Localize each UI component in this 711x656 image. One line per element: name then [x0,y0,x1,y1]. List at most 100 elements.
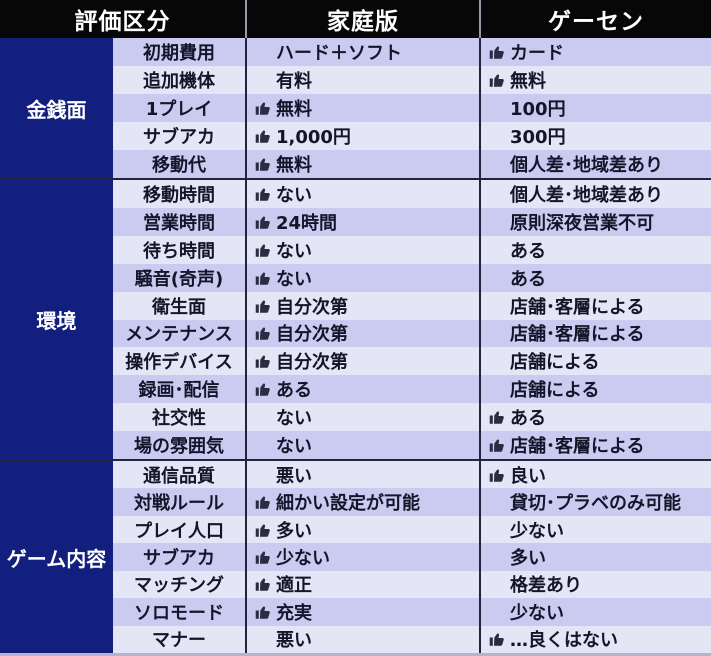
row-label: 初期費用 [143,43,215,64]
section-game-content: ゲーム内容 通信品質 悪い 良い 対戦ルール 細かい設定が可能 [0,459,711,653]
value-cell-arcade: 店舗･客層による [479,319,711,348]
value-cell-arcade: ある [479,263,711,292]
thumbs-up-icon [485,629,508,649]
value-text: 適正 [276,575,312,597]
value-text: 24時間 [276,212,338,234]
table-row: 移動時間 ない 個人差･地域差あり [113,180,711,208]
thumbs-up-icon [485,465,508,485]
value-cell-arcade: 少ない [479,598,711,626]
header-cell-arcade: ゲーセン [479,0,711,38]
thumbs-up-icon [251,212,274,232]
value-text: 悪い [276,630,312,652]
value-cell-home: 24時間 [245,207,479,236]
value-cell-home: 1,000円 [245,122,479,150]
row-label: 録画･配信 [138,380,220,402]
value-text: 個人差･地域差あり [510,155,663,176]
value-text: …良くはない [510,630,618,652]
value-cell-arcade: 店舗による [479,375,711,404]
row-label: 騒音(奇声) [134,268,224,290]
thumbs-up-icon [251,323,274,343]
table-row: 営業時間 24時間 原則深夜営業不可 [113,207,711,236]
value-text: 有料 [276,71,312,92]
value-cell-home: 無料 [245,150,479,178]
row-label: サブアカ [143,547,215,569]
table-row: プレイ人口 多い 少ない [113,515,711,544]
header-cell-home: 家庭版 [245,0,479,38]
value-text: 自分次第 [276,324,348,346]
value-text: ない [276,408,312,430]
value-cell-arcade: 100円 [479,94,711,122]
thumbs-up-icon [251,98,274,118]
row-label: 対戦ルール [134,493,224,515]
value-cell-arcade: カード [479,38,711,66]
value-text: 無料 [510,71,546,92]
thumbs-up-icon [485,42,508,62]
row-label: 追加機体 [143,71,215,92]
thumbs-up-icon [485,70,508,90]
value-cell-arcade: 個人差･地域差あり [479,150,711,178]
value-text: 自分次第 [276,352,348,374]
value-cell-arcade: 300円 [479,122,711,150]
value-text: ある [510,408,546,430]
row-label: 待ち時間 [143,240,215,262]
value-cell-home: ない [245,235,479,264]
value-text: 多い [510,547,546,569]
row-label: 場の雰囲気 [134,436,224,458]
value-cell-arcade: 原則深夜営業不可 [479,207,711,236]
value-text: 無料 [276,155,312,176]
value-cell-arcade: 貸切･プラベのみ可能 [479,488,711,516]
row-label: マナー [152,630,206,652]
value-cell-home: 有料 [245,66,479,94]
category-cell: 環境 [0,180,113,459]
section-rows: 初期費用 ハード＋ソフト カード 追加機体 有料 無料 [113,38,711,178]
value-cell-arcade: 多い [479,543,711,571]
table-row: 待ち時間 ない ある [113,235,711,264]
thumbs-up-icon [251,602,274,622]
row-label: 営業時間 [143,212,215,234]
table-row: 録画･配信 ある 店舗による [113,375,711,404]
value-cell-arcade: ある [479,235,711,264]
value-text: 少ない [510,602,564,624]
value-text: 1,000円 [276,127,351,148]
value-cell-home: 細かい設定が可能 [245,488,479,516]
table-row: 追加機体 有料 無料 [113,66,711,94]
row-label: ソロモード [134,602,224,624]
value-cell-home: 自分次第 [245,291,479,320]
value-text: 格差あり [510,575,582,597]
thumbs-up-icon [251,184,274,204]
section-rows: 通信品質 悪い 良い 対戦ルール 細かい設定が可能 貸切･プ [113,461,711,653]
value-text: ない [276,240,312,262]
table-row: マッチング 適正 格差あり [113,570,711,599]
row-label: 社交性 [152,408,206,430]
section-financial: 金銭面 初期費用 ハード＋ソフト カード 追加機体 有料 [0,38,711,178]
value-text: 少ない [510,520,564,542]
thumbs-up-icon [485,407,508,427]
thumbs-up-icon [251,574,274,594]
value-text: ない [276,184,312,206]
row-label: 通信品質 [143,465,215,487]
table-row: 操作デバイス 自分次第 店舗による [113,347,711,376]
value-text: 原則深夜営業不可 [510,212,654,234]
value-cell-home: 自分次第 [245,319,479,348]
value-text: 店舗による [510,352,600,374]
row-label: 1プレイ [145,99,213,120]
value-cell-home: ある [245,375,479,404]
table-row: サブアカ 1,000円 300円 [113,122,711,150]
thumbs-up-icon [251,547,274,567]
bottom-edge [0,653,711,656]
table-row: マナー 悪い …良くはない [113,625,711,653]
value-cell-home: ない [245,431,479,460]
row-label: 操作デバイス [125,352,233,374]
table-row: ソロモード 充実 少ない [113,598,711,626]
value-cell-home: 無料 [245,94,479,122]
value-cell-arcade: ある [479,403,711,432]
value-cell-arcade: 格差あり [479,570,711,599]
row-label: メンテナンス [125,324,233,346]
value-cell-home: 悪い [245,461,479,489]
thumbs-up-icon [251,126,274,146]
value-cell-arcade: 少ない [479,515,711,544]
thumbs-up-icon [485,435,508,455]
value-cell-home: 充実 [245,598,479,626]
section-environment: 環境 移動時間 ない 個人差･地域差あり 営業時間 24時間 [0,178,711,460]
table-row: サブアカ 少ない 多い [113,543,711,571]
